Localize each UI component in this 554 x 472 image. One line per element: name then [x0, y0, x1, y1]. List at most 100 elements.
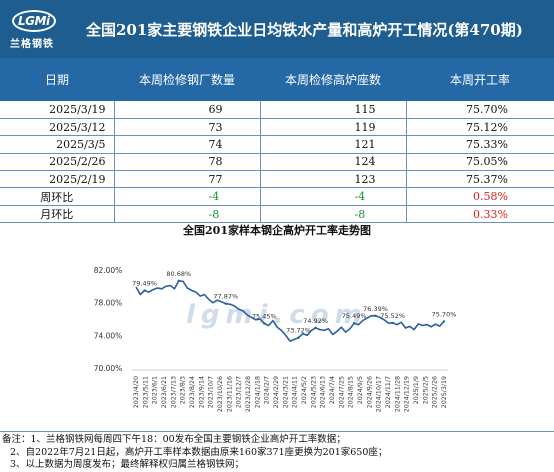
cell-plants: 78 — [114, 153, 261, 172]
lgmi-logo: LGMi 兰格钢铁 — [4, 8, 72, 50]
annotated-point — [263, 322, 266, 325]
cell-date: 2025/3/12 — [0, 118, 115, 137]
col-header-furnaces: 本周检修高炉座数 — [260, 58, 406, 101]
x-tick-label: 2023/6/21 — [161, 376, 168, 408]
logo-text: LGMi — [18, 14, 50, 28]
annotated-point — [224, 302, 228, 305]
data-label: 75.70% — [432, 310, 457, 318]
x-tick-label: 2023/11/16 — [226, 376, 233, 412]
notes: 备注：1、兰格钢铁网每周四下午18：00发布全国主要钢铁企业高炉开工率数据； 2… — [2, 434, 387, 472]
x-tick-label: 2024/5/23 — [310, 376, 317, 408]
annotated-point — [314, 326, 317, 330]
x-tick-label: 2025/1/9 — [413, 376, 420, 404]
col-header-date: 日期 — [0, 58, 114, 101]
x-tick-label: 2025/2/5 — [422, 376, 429, 404]
cell-rate: 75.70% — [406, 101, 554, 119]
cell-plants: 74 — [114, 135, 261, 154]
cell-rate: 75.12% — [406, 118, 554, 137]
x-tick-label: 2024/6/13 — [320, 376, 327, 408]
logo-subtitle: 兰格钢铁 — [10, 39, 54, 50]
col-header-rate: 本周开工率 — [406, 58, 554, 101]
x-tick-label: 2023/10/7 — [208, 376, 215, 408]
week-compare-rate: 0.58% — [406, 187, 554, 206]
x-tick-label: 2023/10/26 — [217, 376, 224, 412]
cell-date: 2025/2/19 — [0, 170, 115, 189]
data-label: 75.52% — [380, 312, 405, 320]
x-tick-label: 2023/7/13 — [170, 376, 177, 408]
y-tick-label: 82.00% — [94, 266, 123, 275]
table-row: 2025/3/12 73 119 75.12% — [0, 118, 554, 137]
x-tick-label: 2025/2/26 — [432, 376, 439, 408]
month-compare-plants: -8 — [114, 205, 261, 224]
month-compare-row: 月环比 -8 -8 0.33% — [0, 205, 554, 224]
month-compare-furnaces: -8 — [260, 205, 407, 224]
table-row: 2025/2/26 78 124 75.05% — [0, 153, 554, 172]
watermark: lgmi.com — [186, 300, 368, 330]
x-tick-label: 2024/9/5 — [357, 376, 364, 404]
x-tick-label: 2024/11/28 — [394, 376, 401, 412]
table-row: 2025/2/19 77 123 75.37% — [0, 170, 554, 189]
x-tick-label: 2024/7/4 — [329, 376, 336, 404]
week-compare-furnaces: -4 — [260, 187, 407, 206]
month-compare-rate: 0.33% — [406, 205, 554, 224]
x-tick-label: 2024/10/17 — [376, 376, 383, 412]
header-banner: LGMi 兰格钢铁 全国201家主要钢铁企业日均铁水产量和高炉开工情况(第470… — [0, 0, 554, 58]
annotated-point — [391, 321, 394, 325]
x-tick-label: 2024/11/7 — [385, 376, 392, 408]
week-compare-row: 周环比 -4 -4 0.58% — [0, 187, 554, 206]
page-title: 全国201家主要钢铁企业日均铁水产量和高炉开工情况(第470期) — [86, 21, 523, 39]
data-label: 77.87% — [213, 293, 238, 301]
y-tick-label: 78.00% — [94, 299, 123, 308]
x-tick-label: 2025/3/19 — [441, 376, 448, 408]
data-label: 79.49% — [132, 279, 157, 287]
cell-furnaces: 121 — [260, 135, 407, 154]
month-compare-label: 月环比 — [0, 205, 115, 224]
cell-date: 2025/3/19 — [0, 101, 115, 119]
line-chart: 70.00% 74.00% 78.00% 82.00% 2023/4/20 2023/5/… — [94, 266, 457, 412]
table-header-row: 日期 本周检修钢厂数量 本周检修高炉座数 本周开工率 — [0, 58, 554, 101]
cell-rate: 75.05% — [406, 153, 554, 172]
note-line: 备注：1、兰格钢铁网每周四下午18：00发布全国主要钢铁企业高炉开工率数据； — [2, 434, 346, 445]
x-tick-label: 2023/4/20 — [133, 376, 140, 408]
week-compare-label: 周环比 — [0, 187, 115, 206]
data-label: 76.39% — [363, 305, 388, 313]
x-tick-label: 2024/3/21 — [282, 376, 289, 408]
x-tick-label: 2023/12/28 — [245, 376, 252, 412]
x-tick-label: 2023/6/1 — [152, 376, 159, 404]
annotated-point — [442, 320, 446, 323]
cell-rate: 75.33% — [406, 135, 554, 154]
data-label: 73.72% — [286, 327, 311, 335]
x-tick-label: 2023/5/11 — [142, 376, 149, 408]
table-row: 2025/3/5 74 121 75.33% — [0, 135, 554, 154]
cell-furnaces: 119 — [260, 118, 407, 137]
note-line: 2、自2022年7月21日起，高炉开工率样本数据由原来160家371座更换为20… — [10, 446, 388, 458]
x-tick-label: 2024/1/18 — [254, 376, 261, 408]
data-label: 74.92% — [303, 317, 328, 325]
data-table: 日期 本周检修钢厂数量 本周检修高炉座数 本周开工率 2025/3/19 69 … — [0, 58, 554, 224]
annotated-point — [143, 289, 146, 292]
col-header-plants: 本周检修钢厂数量 — [114, 58, 260, 101]
x-tick-label: 2024/8/15 — [348, 376, 355, 408]
x-tick-label: 2023/8/24 — [189, 376, 196, 408]
cell-furnaces: 124 — [260, 153, 407, 172]
cell-furnaces: 123 — [260, 170, 407, 189]
note-line: 3、以上数据为周度发布；最终解释权归属兰格钢铁网； — [10, 459, 245, 470]
cell-rate: 75.37% — [406, 170, 554, 189]
x-tick-label: 2024/2/29 — [273, 376, 280, 408]
data-label: 75.45% — [252, 312, 277, 320]
data-label: 80.68% — [166, 270, 191, 278]
week-compare-plants: -4 — [114, 187, 261, 206]
table-row: 2025/3/19 69 115 75.70% — [0, 101, 554, 119]
chart-title: 全国201家样本钢企高炉开工率走势图 — [183, 224, 371, 237]
y-tick-label: 74.00% — [94, 331, 123, 340]
x-tick-label: 2024/2/7 — [264, 376, 271, 404]
data-label: 75.49% — [342, 312, 367, 320]
annotated-point — [352, 321, 356, 325]
x-tick-label: 2024/12/19 — [404, 376, 411, 412]
x-tick-label: 2024/7/25 — [338, 376, 345, 408]
logo-oval-icon — [12, 10, 56, 32]
cell-date: 2025/2/26 — [0, 153, 115, 172]
x-tick-label: 2024/4/11 — [292, 376, 299, 408]
x-tick-label: 2023/12/7 — [236, 376, 243, 408]
annotated-point — [297, 336, 300, 339]
